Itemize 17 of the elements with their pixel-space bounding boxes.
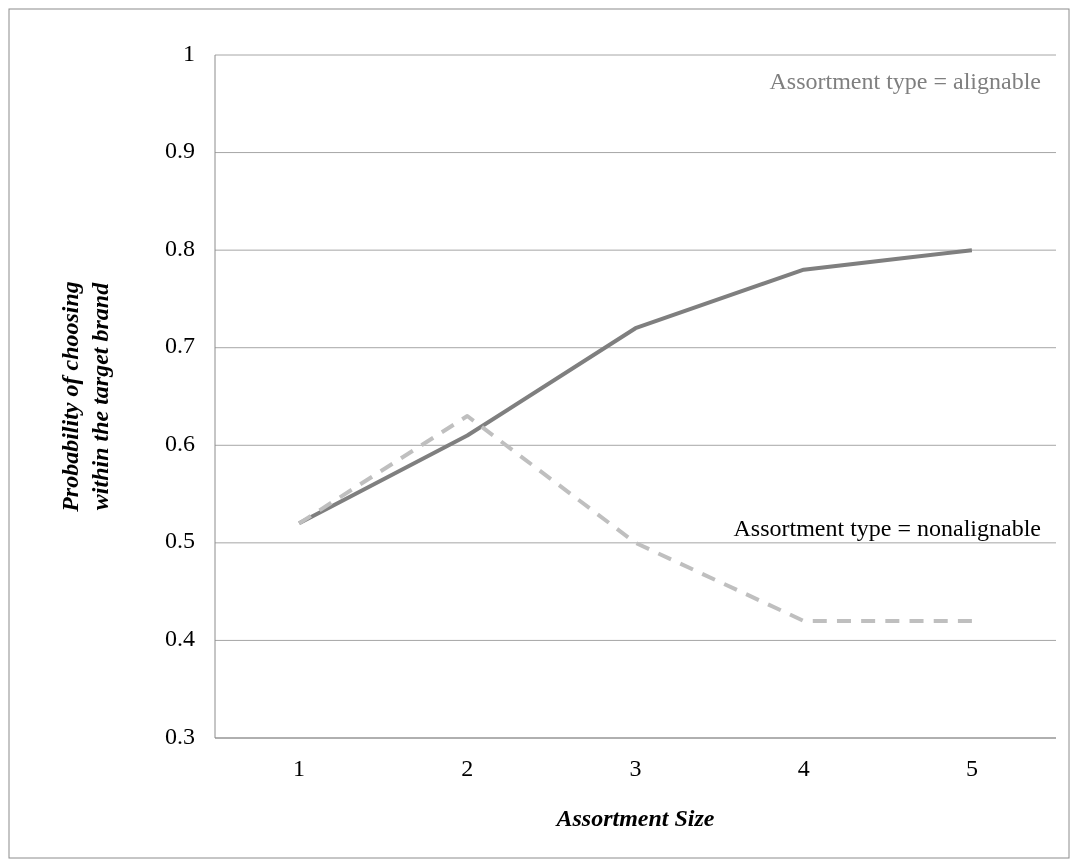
y-tick-label: 0.3 [165, 722, 195, 749]
series-label: Assortment type = nonalignable [733, 514, 1041, 541]
x-axis-title: Assortment Size [554, 805, 715, 831]
y-tick-label: 0.9 [165, 137, 195, 164]
x-tick-label: 3 [629, 754, 642, 781]
x-tick-label: 5 [965, 754, 978, 781]
y-tick-label: 0.7 [165, 332, 195, 359]
x-tick-label: 2 [461, 754, 474, 781]
y-tick-label: 0.5 [165, 527, 195, 554]
y-tick-label: 1 [183, 39, 195, 66]
y-tick-label: 0.8 [165, 234, 195, 261]
y-tick-label: 0.4 [165, 624, 195, 651]
x-tick-label: 1 [293, 754, 306, 781]
y-axis-title: Probability of choosing within the target brand [57, 281, 113, 513]
text: Assortment type = alignable [769, 67, 1041, 94]
x-tick-label: 4 [797, 754, 810, 781]
y-tick-label: 0.6 [165, 429, 195, 456]
